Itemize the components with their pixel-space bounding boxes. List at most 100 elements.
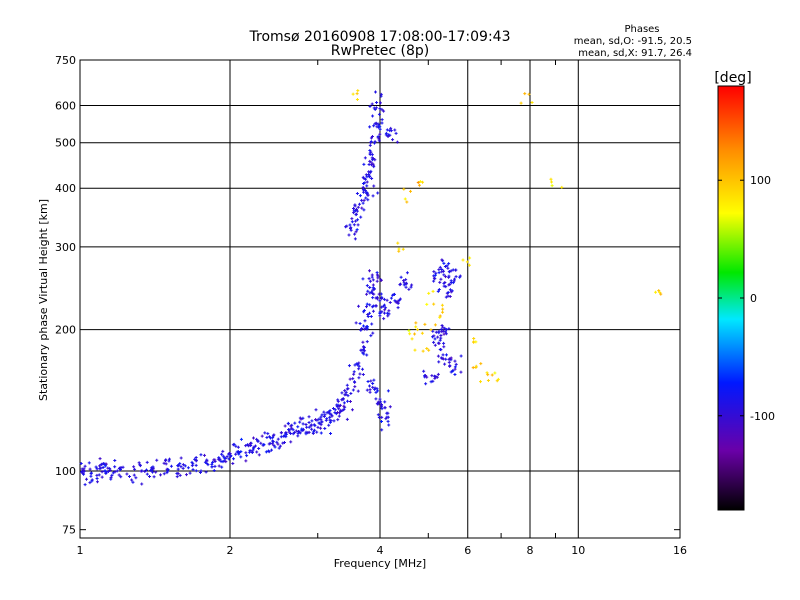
data-point [373,140,377,144]
data-point [176,464,180,468]
data-point [378,107,382,111]
data-point [351,377,355,381]
data-point [272,443,276,447]
data-point [99,463,103,467]
data-point [427,291,431,295]
data-point [377,292,381,296]
data-point [443,362,447,366]
data-point [362,162,366,166]
data-point [444,332,448,336]
data-point [447,327,451,331]
data-point [225,455,229,459]
data-point [324,418,328,422]
data-point [83,464,87,468]
data-point [453,359,457,363]
data-point [299,417,303,421]
data-point [376,400,380,404]
data-point [222,456,226,460]
data-point [109,476,113,480]
data-point [290,423,294,427]
x-tick-label: 16 [673,544,687,557]
phase-info-o: mean, sd,O: -91.5, 20.5 [574,36,692,47]
data-point [342,401,346,405]
data-point [437,341,441,345]
data-point [194,456,198,460]
data-point [352,207,356,211]
data-point [331,407,335,411]
data-point [367,170,371,174]
data-point [350,220,354,224]
data-point [210,465,214,469]
y-tick-label: 500 [55,137,76,150]
data-point [336,398,340,402]
data-point [398,297,402,301]
data-point [444,275,448,279]
data-point [371,194,375,198]
data-point [374,390,378,394]
data-point [378,125,382,129]
data-point [408,332,412,336]
data-point [340,391,344,395]
data-point [317,421,321,425]
data-point [442,341,446,345]
data-point [356,89,360,93]
data-point [437,287,441,291]
data-point [356,223,360,227]
tick-layer: 1 2 4 6 8 10 16 75 100 200 300 400 500 600 750 [55,54,687,557]
data-point [294,429,298,433]
data-point [523,92,527,96]
data-point [433,343,437,347]
data-point [329,431,333,435]
data-point [432,340,436,344]
data-point [376,297,380,301]
data-point [361,373,365,377]
data-point [352,223,356,227]
data-point [439,336,443,340]
data-point [283,424,287,428]
data-point [167,459,171,463]
data-point [394,131,398,135]
data-point [368,104,372,108]
data-point [396,241,400,245]
data-point [371,296,375,300]
data-point [325,411,329,415]
data-point [418,179,422,183]
data-point [449,269,453,273]
data-point [239,437,243,441]
data-point [353,204,357,208]
data-point [354,230,358,234]
data-point [232,457,236,461]
data-point [447,262,451,266]
data-point [338,403,342,407]
data-point [219,459,223,463]
data-point [221,449,225,453]
data-point [337,414,341,418]
data-point [433,323,437,327]
data-point [560,185,564,189]
data-point [378,101,382,105]
data-point [204,470,208,474]
data-point [436,372,440,376]
data-point [237,452,241,456]
data-point [366,314,370,318]
data-point [376,389,380,393]
data-point [353,363,357,367]
chart-title: Tromsø 20160908 17:08:00-17:09:43 [249,29,511,45]
data-point [409,189,413,193]
data-point [251,448,255,452]
data-point [530,101,534,105]
data-point [380,428,384,432]
data-point [365,302,369,306]
y-tick-label: 100 [55,465,76,478]
data-point [270,448,274,452]
y-tick-label: 600 [55,100,76,113]
data-point [447,283,451,287]
data-point [438,315,442,319]
data-point [234,444,238,448]
data-point [386,314,390,318]
data-point [362,198,366,202]
data-point [425,302,429,306]
data-point [307,425,311,429]
data-point [355,362,359,366]
data-point [224,460,228,464]
